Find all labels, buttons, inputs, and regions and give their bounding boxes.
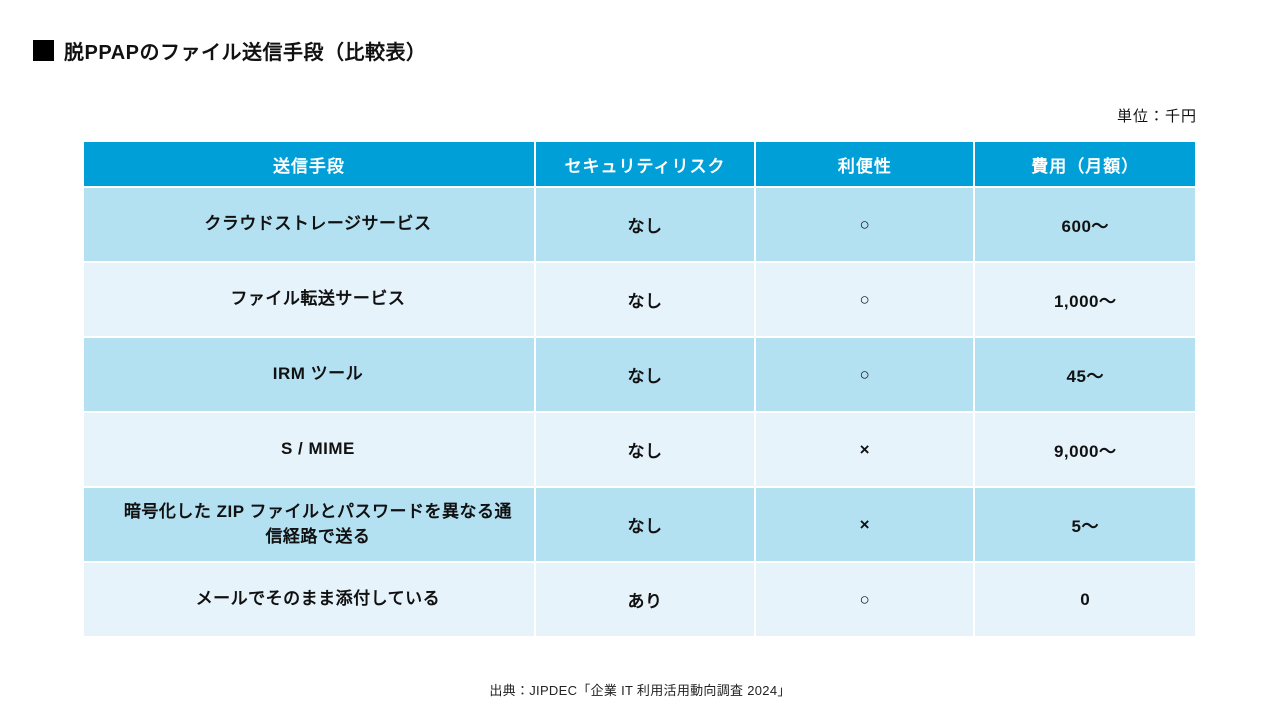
- unit-label: 単位：千円: [1116, 108, 1197, 125]
- table-row: メールでそのまま添付している あり ○ 0: [82, 561, 1197, 638]
- table-header-row: 送信手段 セキュリティリスク 利便性 費用（月額）: [82, 140, 1197, 188]
- cell-method: IRM ツール: [82, 336, 536, 413]
- cell-convenience: ○: [754, 261, 976, 338]
- cell-cost: 5〜: [973, 486, 1197, 563]
- cell-risk: あり: [533, 561, 757, 638]
- cell-cost: 9,000〜: [973, 411, 1197, 488]
- column-header-method: 送信手段: [82, 140, 536, 188]
- cell-method: ファイル転送サービス: [82, 261, 536, 338]
- table-row: 暗号化した ZIP ファイルとパスワードを異なる通信経路で送る なし × 5〜: [82, 486, 1197, 563]
- title-square-icon: [33, 40, 54, 61]
- cell-risk: なし: [533, 411, 757, 488]
- cell-risk: なし: [533, 336, 757, 413]
- cell-risk: なし: [533, 486, 757, 563]
- cell-method: 暗号化した ZIP ファイルとパスワードを異なる通信経路で送る: [82, 486, 536, 563]
- cell-convenience: ○: [754, 336, 976, 413]
- cell-cost: 600〜: [973, 186, 1197, 263]
- page-title-row: 脱PPAPのファイル送信手段（比較表）: [33, 36, 426, 65]
- cell-convenience: ×: [754, 486, 976, 563]
- cell-cost: 45〜: [973, 336, 1197, 413]
- cell-convenience: ×: [754, 411, 976, 488]
- cell-method: S / MIME: [82, 411, 536, 488]
- cell-cost: 1,000〜: [973, 261, 1197, 338]
- comparison-table: 送信手段 セキュリティリスク 利便性 費用（月額） クラウドストレージサービス …: [82, 140, 1197, 638]
- cell-method: メールでそのまま添付している: [82, 561, 536, 638]
- cell-convenience: ○: [754, 186, 976, 263]
- cell-convenience: ○: [754, 561, 976, 638]
- cell-risk: なし: [533, 261, 757, 338]
- cell-cost: 0: [973, 561, 1197, 638]
- cell-risk: なし: [533, 186, 757, 263]
- table-row: ファイル転送サービス なし ○ 1,000〜: [82, 261, 1197, 338]
- page-title: 脱PPAPのファイル送信手段（比較表）: [64, 42, 427, 64]
- column-header-cost: 費用（月額）: [973, 140, 1197, 188]
- column-header-convenience: 利便性: [754, 140, 976, 188]
- cell-method: クラウドストレージサービス: [82, 186, 536, 263]
- source-note: 出典：JIPDEC「企業 IT 利用活用動向調査 2024」: [489, 683, 791, 698]
- column-header-risk: セキュリティリスク: [533, 140, 757, 188]
- table-row: S / MIME なし × 9,000〜: [82, 411, 1197, 488]
- table-row: IRM ツール なし ○ 45〜: [82, 336, 1197, 413]
- table-row: クラウドストレージサービス なし ○ 600〜: [82, 186, 1197, 263]
